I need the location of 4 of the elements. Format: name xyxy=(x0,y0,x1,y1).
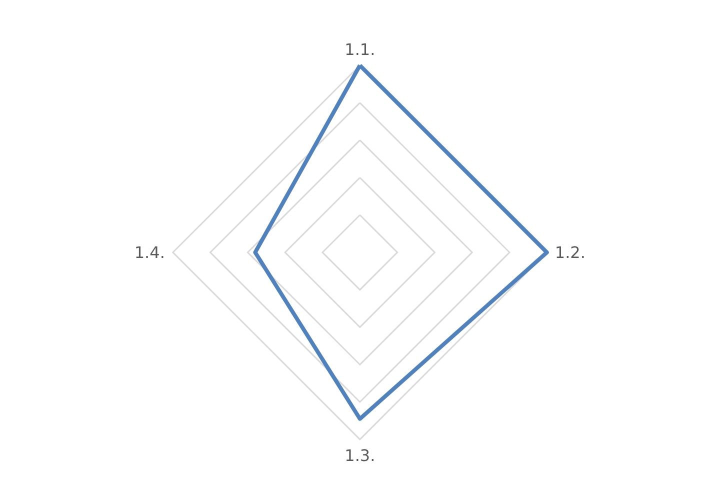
spoke-label: 1.2. xyxy=(554,242,586,262)
spoke-label: 1.1. xyxy=(344,40,376,59)
spoke-label: 1.4. xyxy=(134,242,165,262)
spoke-label: 1.3. xyxy=(344,446,376,465)
